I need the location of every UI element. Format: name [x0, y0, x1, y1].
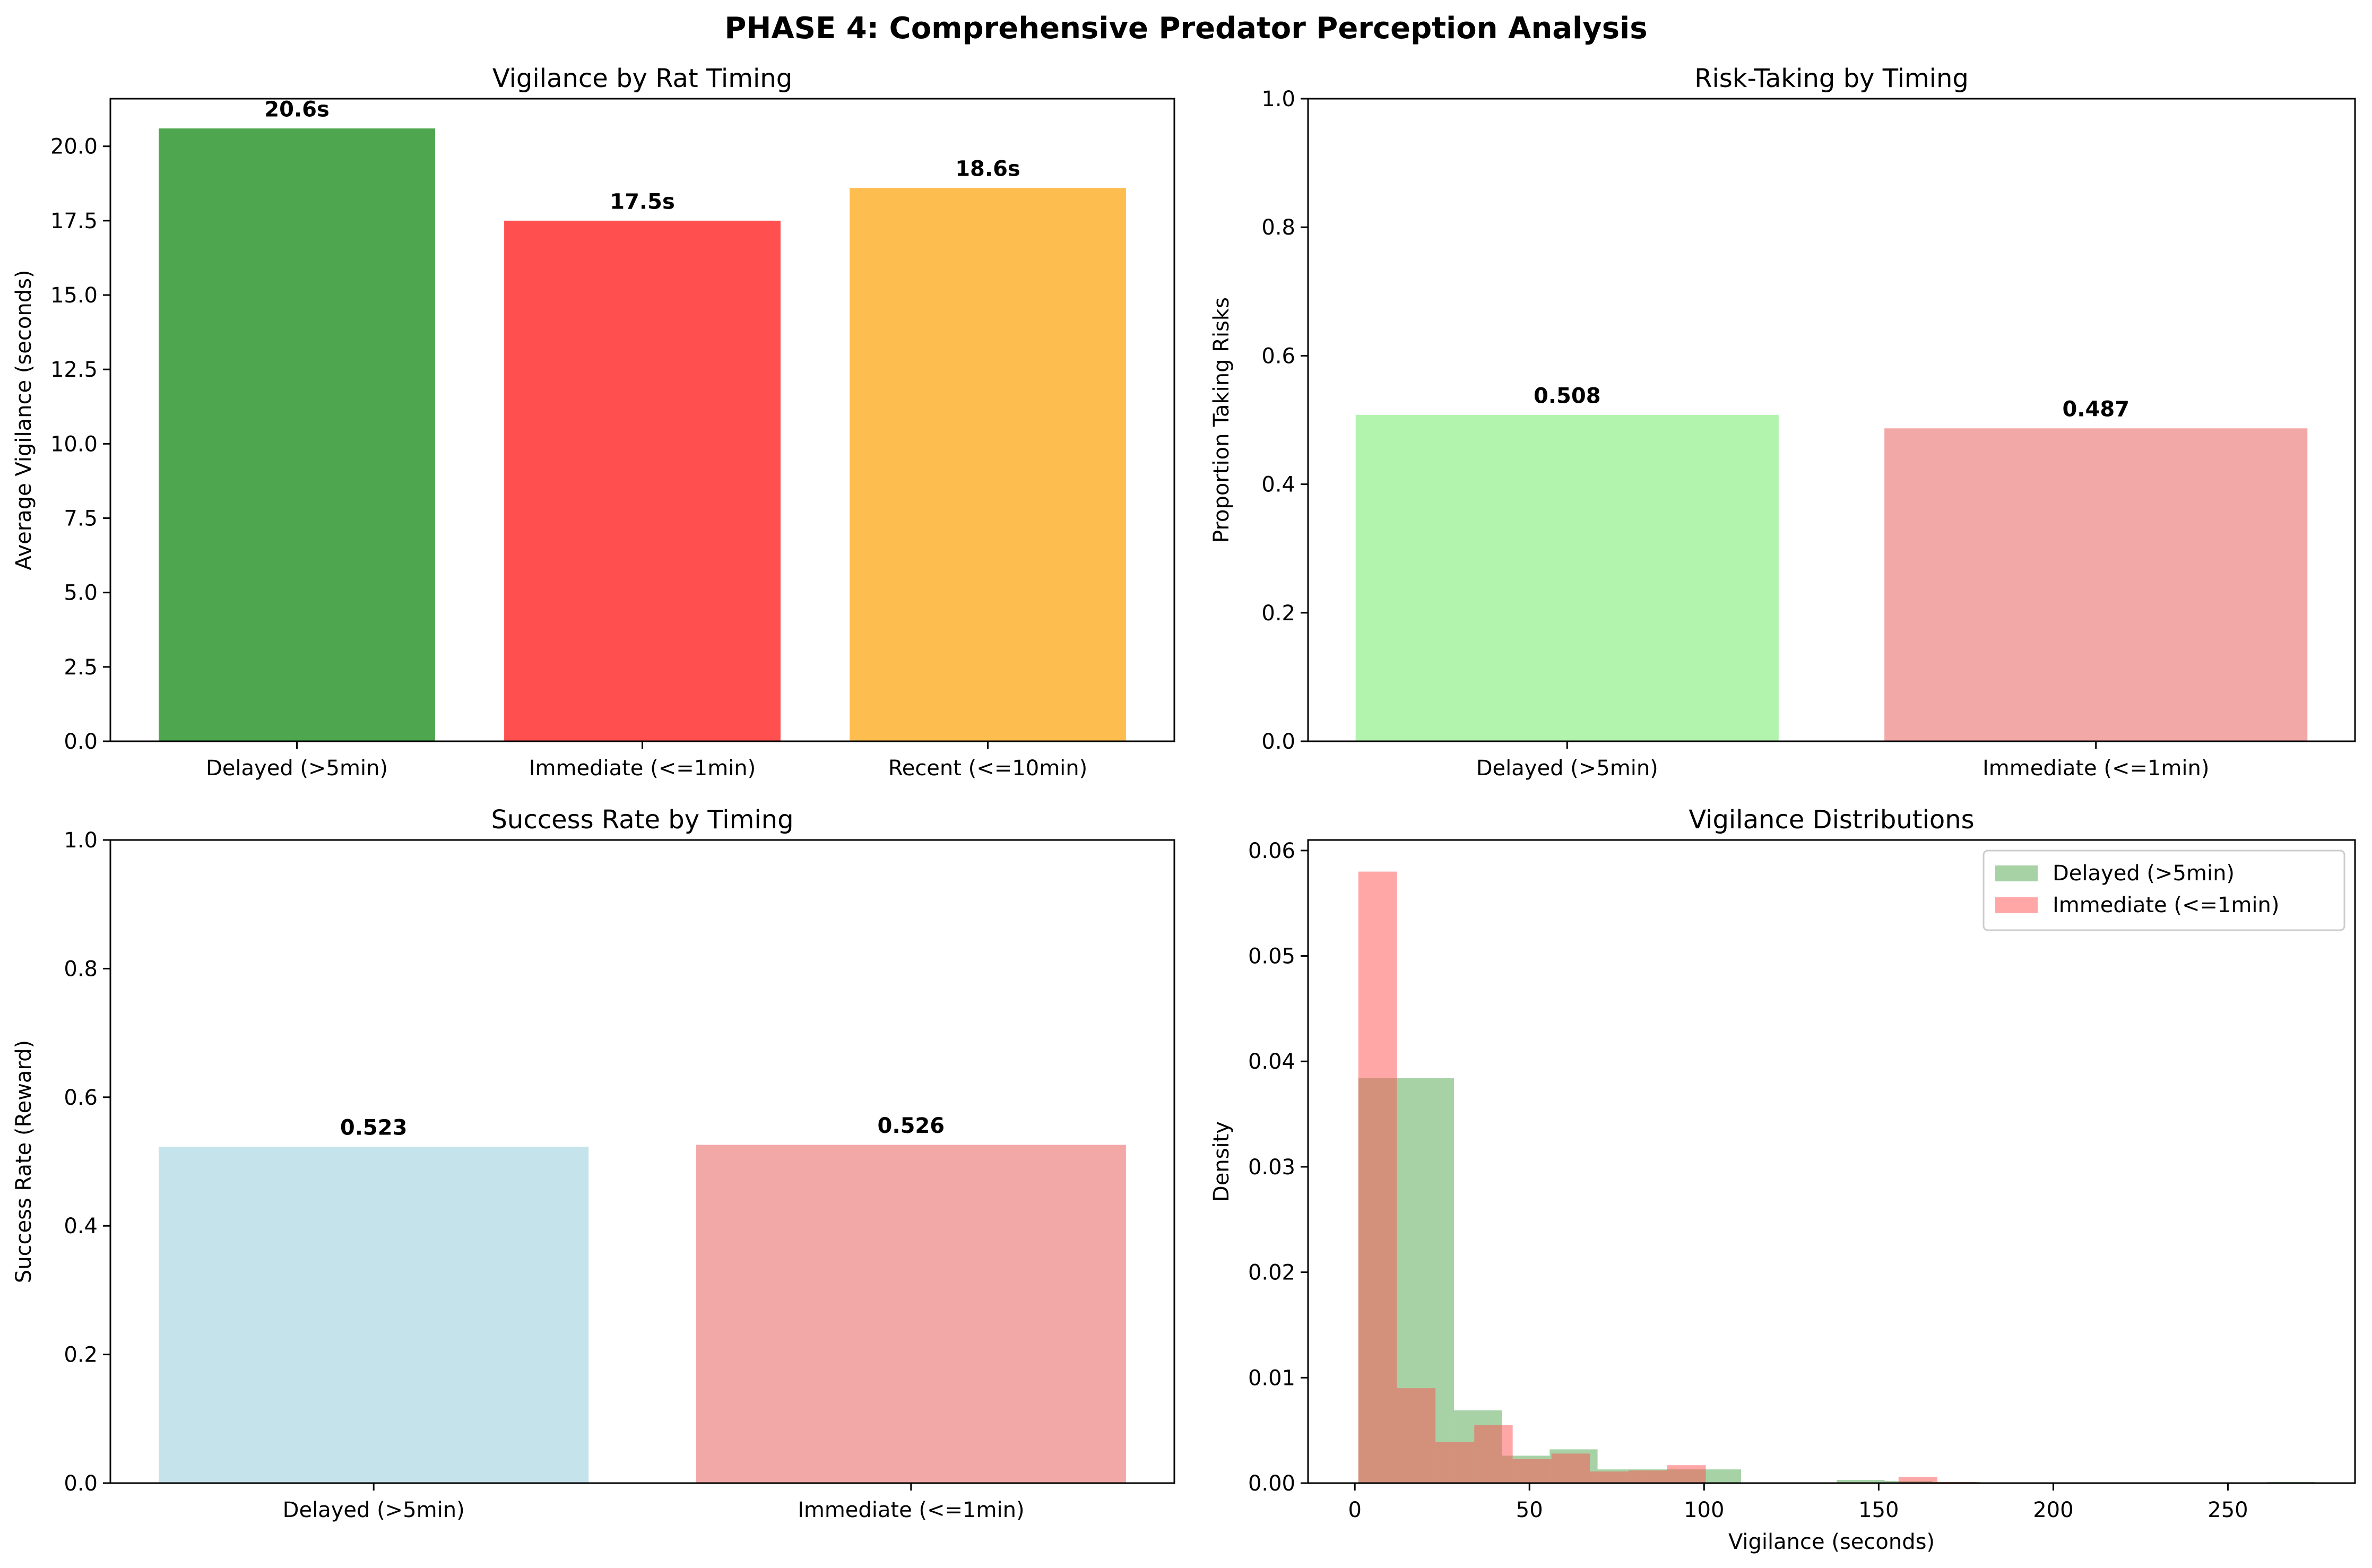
figure-title: PHASE 4: Comprehensive Predator Percepti… [724, 11, 1647, 46]
data-label: 0.523 [340, 1116, 408, 1140]
histogram-bar [1837, 1480, 1885, 1483]
y-tick-label: 0.00 [1248, 1471, 1295, 1496]
x-tick-label: Immediate (<=1min) [529, 756, 756, 781]
subplot-grid: 20.6s Delayed (>5min) 17.5s Immediate (<=1m… [12, 64, 2356, 1554]
y-tick-label: 0.8 [1261, 215, 1295, 240]
y-tick-label: 2.5 [64, 655, 98, 680]
y-tick-label: 0.2 [64, 1343, 98, 1367]
data-label: 17.5s [610, 189, 675, 214]
axes-frame [1307, 98, 2356, 742]
y-tick-label: 0.2 [1261, 601, 1295, 626]
bar [504, 220, 781, 742]
bar [159, 1147, 589, 1483]
histogram-bar [1667, 1465, 1706, 1483]
x-tick-label: Delayed (>5min) [206, 756, 388, 781]
y-tick-label: 15.0 [50, 283, 98, 308]
data-label: 18.6s [955, 157, 1020, 181]
subplot-2: 0.508 Delayed (>5min) 0.487 Immediate (<=1m… [1209, 64, 2356, 781]
legend: Delayed (>5min) Immediate (<=1min) [1983, 850, 2345, 931]
histogram-bar [1358, 871, 1397, 1483]
y-tick-label: 0.0 [64, 730, 98, 754]
histogram-bar [1397, 1388, 1436, 1483]
y-tick-label: 0.05 [1248, 945, 1295, 969]
legend-label: Immediate (<=1min) [2053, 893, 2279, 917]
y-tick-label: 0.02 [1248, 1261, 1295, 1285]
x-tick-label: 250 [2207, 1498, 2248, 1522]
x-tick-label: 200 [2033, 1498, 2073, 1522]
histogram-bar [1551, 1453, 1590, 1483]
data-label: 0.508 [1534, 384, 1601, 408]
y-tick-label: 10.0 [50, 432, 98, 456]
axes-frame [109, 98, 1175, 742]
y-axis-label: Density [1209, 1121, 1234, 1202]
x-tick-label: Delayed (>5min) [283, 1498, 465, 1522]
y-tick-label: 0.4 [64, 1214, 98, 1238]
y-tick-label: 0.04 [1248, 1050, 1295, 1074]
legend-swatch [1995, 865, 2038, 881]
y-tick-label: 5.0 [64, 581, 98, 605]
y-tick-label: 0.0 [64, 1471, 98, 1496]
histogram-bar [1629, 1470, 1667, 1483]
axes-frame [109, 839, 1175, 1484]
x-tick-label: 100 [1684, 1498, 1724, 1522]
data-label: 0.526 [878, 1114, 945, 1138]
bar [696, 1145, 1126, 1483]
x-tick-label: Immediate (<=1min) [798, 1498, 1024, 1522]
y-tick-label: 0.6 [64, 1086, 98, 1110]
bar [159, 128, 435, 741]
y-tick-label: 17.5 [50, 209, 98, 233]
y-tick-label: 1.0 [1261, 87, 1295, 111]
x-tick-label: Delayed (>5min) [1476, 756, 1658, 781]
histogram-bar [1590, 1471, 1629, 1483]
subplot-1: 20.6s Delayed (>5min) 17.5s Immediate (<=1m… [12, 64, 1175, 781]
y-tick-label: 20.0 [50, 135, 98, 159]
y-axis-label: Proportion Taking Risks [1209, 297, 1234, 543]
data-label: 0.487 [2062, 397, 2129, 422]
series-delayed [1358, 1078, 2315, 1484]
subplot-3: 0.523 Delayed (>5min) 0.526 Immediate (<=1m… [12, 805, 1175, 1522]
histogram-bar [1474, 1425, 1513, 1483]
x-axis-label: Vigilance (seconds) [1728, 1530, 1935, 1554]
y-axis-label: Average Vigilance (seconds) [12, 270, 36, 570]
y-tick-label: 12.5 [50, 358, 98, 382]
histogram-bar [1898, 1477, 1937, 1483]
y-tick-label: 0.01 [1248, 1366, 1295, 1390]
y-tick-label: 0.4 [1261, 473, 1295, 497]
y-axis-label: Success Rate (Reward) [12, 1040, 36, 1283]
x-tick-label: Immediate (<=1min) [1983, 756, 2209, 781]
bar [850, 188, 1126, 741]
legend-label: Delayed (>5min) [2053, 861, 2235, 886]
y-tick-label: 0.8 [64, 957, 98, 981]
y-tick-label: 0.0 [1261, 730, 1295, 754]
plot-title: Vigilance by Rat Timing [492, 64, 792, 93]
bar [1355, 414, 1779, 741]
x-tick-label: 0 [1348, 1498, 1361, 1522]
x-tick-label: Recent (<=10min) [888, 756, 1088, 781]
legend-frame [1983, 850, 2345, 931]
x-tick-label: 50 [1516, 1498, 1543, 1522]
legend-swatch [1995, 897, 2038, 913]
subplot-4: 0 50 100 150 200 250 Vigilance (seconds) Delaye… [1209, 805, 2356, 1554]
series-immediate [1358, 871, 1976, 1484]
plot-title: Risk-Taking by Timing [1694, 64, 1969, 93]
data-label: 20.6s [264, 98, 330, 122]
y-tick-label: 7.5 [64, 507, 98, 531]
y-tick-label: 1.0 [64, 828, 98, 853]
x-tick-label: 150 [1858, 1498, 1899, 1522]
y-tick-label: 0.03 [1248, 1155, 1295, 1180]
y-tick-label: 0.06 [1248, 839, 1295, 863]
y-tick-label: 0.6 [1261, 344, 1295, 368]
histogram-bar [1435, 1442, 1475, 1483]
bar [1884, 428, 2308, 741]
plot-title: Vigilance Distributions [1689, 805, 1974, 835]
plot-title: Success Rate by Timing [491, 805, 793, 835]
axes-frame [1307, 839, 2356, 1484]
histogram-bar [1512, 1459, 1552, 1483]
